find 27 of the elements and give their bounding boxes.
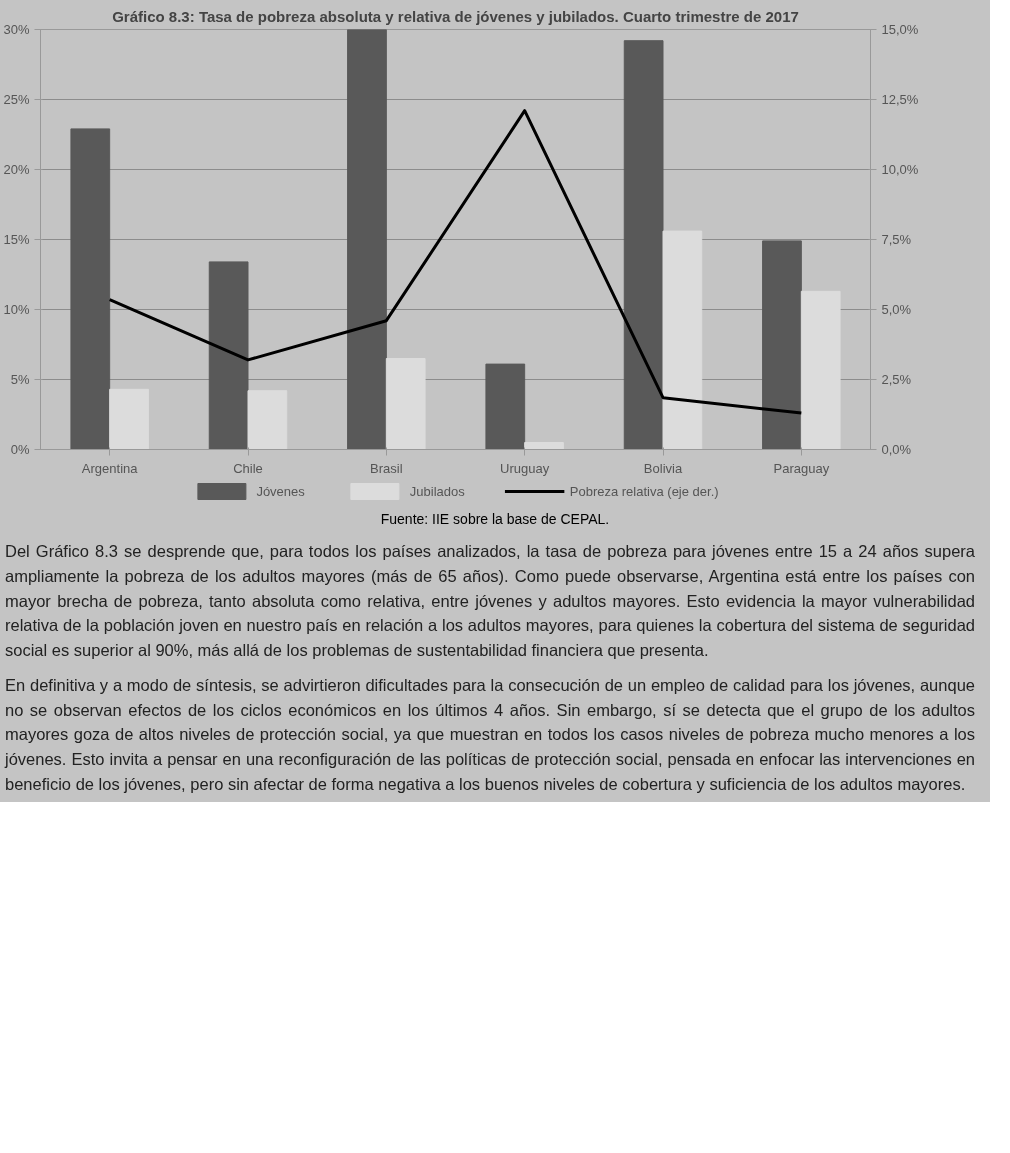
y-tick-label: 20%: [3, 162, 30, 177]
text: En definitiva y a modo de síntesis, se advirtieron dificultades para la consecución de un empleo de calidad para los jóvenes, aunque no se observan efectos de los ciclos económicos en los últimos 4 años. Sin embargo, sí se detecta que el grupo de los adultos mayores goza de altos niveles de protección social, ya que muestran en todos los casos niveles de pobreza mucho menores a los jóvenes. Esto invita a pensar en una reconfiguración de las políticas de protección social, pensada en enfocar las intervenciones en beneficio de los jóvenes, pero sin afectar de forma negativa a los buenos niveles de cobertura y suficiencia de los adultos mayores.: [5, 674, 975, 795]
legend-label: Pobreza relativa (eje der.): [569, 483, 719, 499]
x-tick-label: Bolivia: [643, 460, 683, 476]
legend-label: Jubilados: [409, 483, 465, 499]
x-tick-label: Paraguay: [773, 460, 830, 476]
text: Del Gráfico 8.3 se desprende que, para todos los países analizados, la tasa de pobreza para jóvenes entre 15 a 24 años supera ampliamente la pobreza de los adultos mayores (más de 65 años). Como puede observarse, Argentina está entre los países con mayor brecha de pobreza, tanto absoluta como relativa, entre jóvenes y adultos mayores. Esto evidencia la mayor vulnerabilidad relativa de la población joven en nuestro país en relación a los adultos mayores, para quienes la cobertura del sistema de seguridad social es superior al 90%, más allá de los problemas de sustentabilidad financiera que presenta.: [5, 541, 975, 661]
y2-tick-label: 15,0%: [881, 22, 919, 37]
x-tick-label: Brasil: [370, 460, 403, 476]
x-tick-label: Chile: [233, 460, 263, 476]
y2-tick-label: 12,5%: [881, 92, 919, 107]
y2-tick-label: 5,0%: [881, 302, 912, 317]
y2-tick-label: 2,5%: [881, 372, 912, 387]
x-tick-label: Uruguay: [500, 460, 550, 476]
y-tick-label: 15%: [3, 232, 30, 247]
y2-tick-label: 10,0%: [881, 162, 919, 177]
x-tick-label: Argentina: [81, 460, 139, 476]
y-tick-label: 10%: [3, 302, 30, 317]
y-tick-label: 5%: [10, 372, 30, 387]
y-tick-label: 30%: [3, 22, 30, 37]
y-tick-label: 0%: [10, 442, 30, 457]
y-tick-label: 25%: [3, 92, 30, 107]
legend-label: Jóvenes: [256, 483, 305, 499]
y2-tick-label: 7,5%: [881, 232, 912, 247]
chart-title: Gráfico 8.3: Tasa de pobreza absoluta y relativa de jóvenes y jubilados. Cuarto trimestre de 2017: [112, 7, 799, 25]
source-note: Fuente: IIE sobre la base de CEPAL.: [380, 510, 610, 529]
y2-tick-label: 0,0%: [881, 442, 912, 457]
